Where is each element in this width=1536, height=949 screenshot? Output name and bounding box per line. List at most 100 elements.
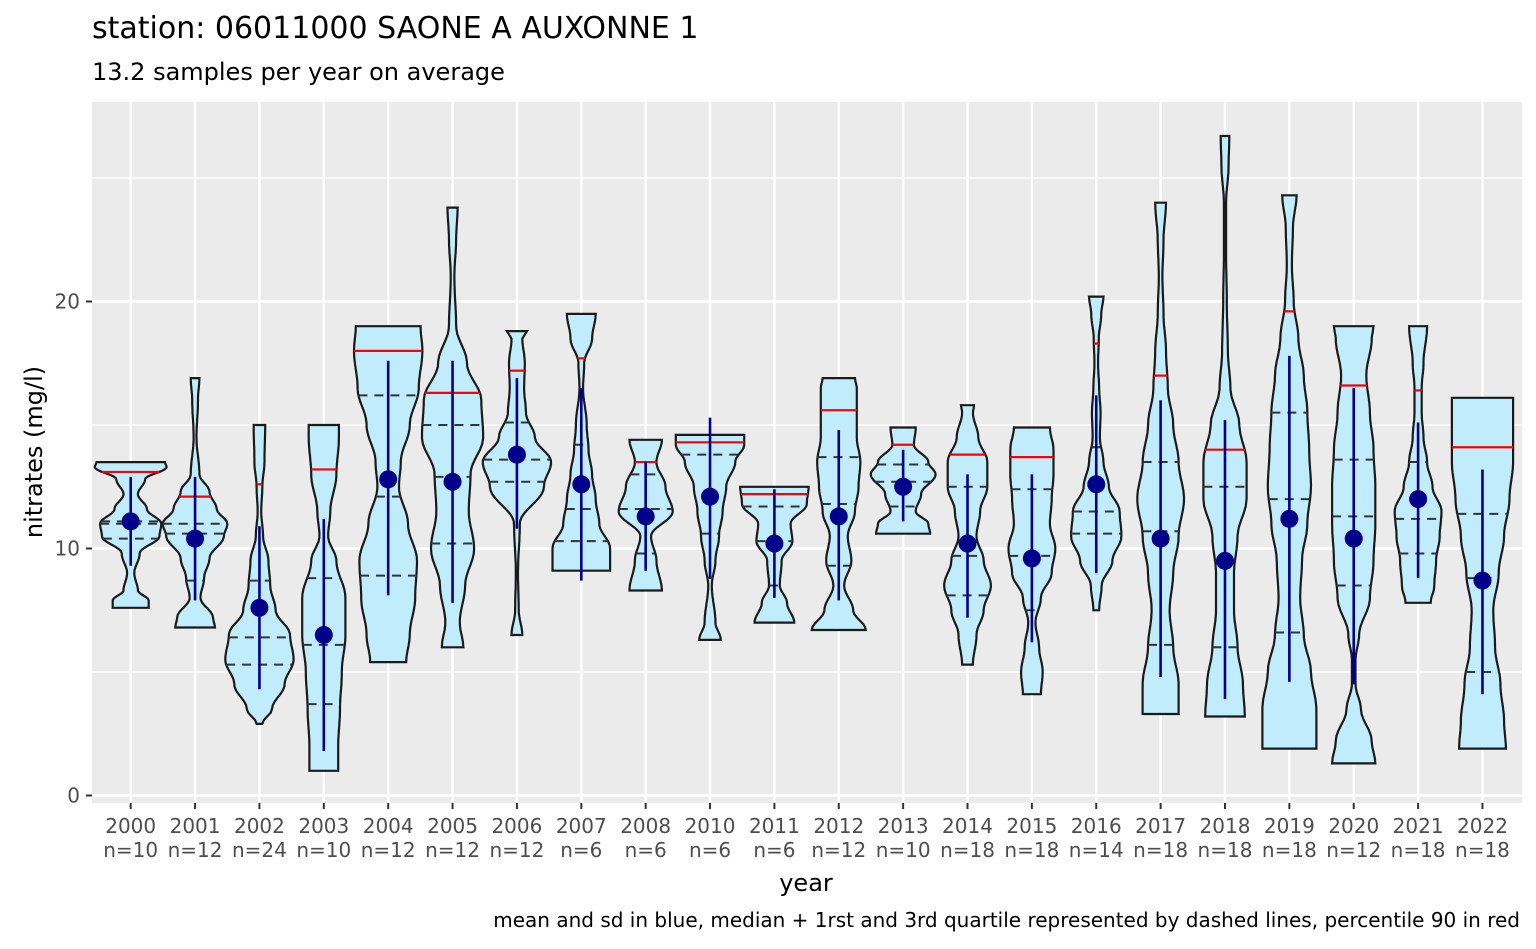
mean-point xyxy=(186,529,205,548)
x-tick-label-count: n=6 xyxy=(625,838,667,862)
violin-2019 xyxy=(1261,194,1318,750)
mean-point xyxy=(958,534,977,553)
x-tick-label-year: 2018 xyxy=(1200,814,1251,838)
violin-2017 xyxy=(1136,201,1186,716)
mean-point xyxy=(507,445,526,464)
violin-2020 xyxy=(1330,325,1377,765)
violins xyxy=(93,134,1515,772)
x-tick-label-count: n=18 xyxy=(1391,838,1446,862)
mean-point xyxy=(443,472,462,491)
mean-point xyxy=(1022,549,1041,568)
violin-2001 xyxy=(161,377,229,629)
violin-2011 xyxy=(739,485,810,624)
x-tick-label-year: 2012 xyxy=(813,814,864,838)
mean-point xyxy=(701,487,720,506)
x-tick-label-year: 2022 xyxy=(1457,814,1508,838)
x-tick-label-year: 2021 xyxy=(1393,814,1444,838)
mean-point xyxy=(1280,509,1299,528)
violin-2006 xyxy=(481,330,553,637)
violin-2003 xyxy=(301,423,347,772)
mean-point xyxy=(1344,529,1363,548)
x-tick-label-count: n=12 xyxy=(811,838,866,862)
mean-point xyxy=(572,475,591,494)
x-tick-label-year: 2007 xyxy=(556,814,607,838)
x-tick-label-year: 2005 xyxy=(427,814,478,838)
x-tick-label-year: 2001 xyxy=(170,814,221,838)
violin-2021 xyxy=(1393,325,1443,604)
mean-point xyxy=(765,534,784,553)
y-axis: 0 10 20 xyxy=(55,290,92,808)
violin-2013 xyxy=(869,426,937,535)
mean-point xyxy=(1215,551,1234,570)
x-tick-label-count: n=12 xyxy=(168,838,223,862)
mean-point xyxy=(314,625,333,644)
x-tick-label-count: n=10 xyxy=(876,838,931,862)
x-tick-label-count: n=6 xyxy=(689,838,731,862)
violin-2022 xyxy=(1450,396,1515,750)
x-tick-label-count: n=18 xyxy=(1004,838,1059,862)
mean-point xyxy=(1087,475,1106,494)
x-tick-label-count: n=18 xyxy=(1262,838,1317,862)
x-tick-label-count: n=6 xyxy=(560,838,602,862)
x-tick-label-count: n=14 xyxy=(1069,838,1124,862)
x-tick-label-count: n=18 xyxy=(1455,838,1510,862)
x-tick-label-count: n=12 xyxy=(489,838,544,862)
x-tick-label-year: 2020 xyxy=(1328,814,1379,838)
x-tick-label-year: 2011 xyxy=(749,814,800,838)
chart-caption: mean and sd in blue, median + 1rst and 3… xyxy=(493,908,1520,932)
y-tick-label: 0 xyxy=(67,784,80,808)
x-tick-label-count: n=18 xyxy=(1133,838,1188,862)
mean-point xyxy=(1473,571,1492,590)
x-tick-label-year: 2003 xyxy=(298,814,349,838)
mean-point xyxy=(379,470,398,489)
violin-2010 xyxy=(674,417,746,641)
violin-2002 xyxy=(224,423,295,725)
x-tick-label-count: n=12 xyxy=(425,838,480,862)
mean-point xyxy=(636,507,655,526)
mean-point xyxy=(1409,490,1428,509)
x-tick-label-year: 2010 xyxy=(685,814,736,838)
mean-point xyxy=(894,477,913,496)
chart-title: station: 06011000 SAONE A AUXONNE 1 xyxy=(92,11,699,46)
violin-2016 xyxy=(1069,295,1123,612)
x-tick-label-count: n=18 xyxy=(1198,838,1253,862)
x-tick-label-year: 2004 xyxy=(363,814,414,838)
x-tick-label-year: 2002 xyxy=(234,814,285,838)
x-axis-title: year xyxy=(779,869,833,897)
violin-2014 xyxy=(943,404,993,666)
violin-2015 xyxy=(1007,426,1057,696)
x-axis: 2000n=102001n=122002n=242003n=102004n=12… xyxy=(103,803,1510,862)
mean-point xyxy=(250,598,269,617)
y-tick-label: 10 xyxy=(55,537,80,561)
violin-2008 xyxy=(617,438,674,592)
x-tick-label-year: 2017 xyxy=(1135,814,1186,838)
x-tick-label-count: n=6 xyxy=(753,838,795,862)
mean-point xyxy=(829,507,848,526)
x-tick-label-count: n=10 xyxy=(103,838,158,862)
mean-point xyxy=(121,512,140,531)
x-tick-label-count: n=12 xyxy=(361,838,416,862)
x-tick-label-year: 2000 xyxy=(105,814,156,838)
violin-2000 xyxy=(93,461,168,609)
x-tick-label-year: 2014 xyxy=(942,814,993,838)
x-tick-label-year: 2016 xyxy=(1071,814,1122,838)
violin-2012 xyxy=(810,377,868,632)
mean-point xyxy=(1151,529,1170,548)
x-tick-label-count: n=24 xyxy=(232,838,287,862)
x-tick-label-year: 2008 xyxy=(620,814,671,838)
violin-2005 xyxy=(420,206,485,649)
chart-subtitle: 13.2 samples per year on average xyxy=(92,58,505,86)
y-axis-title: nitrates (mg/l) xyxy=(20,366,48,538)
x-tick-label-count: n=18 xyxy=(940,838,995,862)
x-tick-label-count: n=10 xyxy=(296,838,351,862)
y-tick-label: 20 xyxy=(55,290,80,314)
x-tick-label-year: 2015 xyxy=(1006,814,1057,838)
violin-2007 xyxy=(551,312,612,581)
x-tick-label-year: 2006 xyxy=(491,814,542,838)
x-tick-label-year: 2013 xyxy=(878,814,929,838)
x-tick-label-count: n=12 xyxy=(1326,838,1381,862)
x-tick-label-year: 2019 xyxy=(1264,814,1315,838)
violin-2018 xyxy=(1202,134,1248,718)
violin-2004 xyxy=(352,325,424,664)
